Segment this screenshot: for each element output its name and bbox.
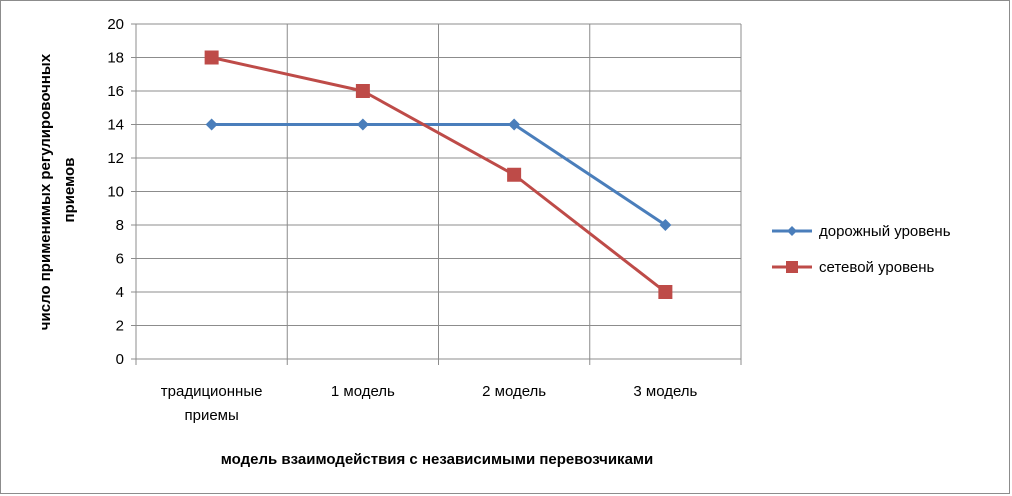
series-line-1 bbox=[211, 56, 667, 294]
y-tick-label-14: 14 bbox=[107, 117, 124, 134]
x-tick-label-1: 1 модель bbox=[331, 383, 395, 400]
legend-label-0: дорожный уровень bbox=[819, 223, 951, 240]
x-tick-label-line: 1 модель bbox=[331, 383, 395, 400]
x-tick-label-3: 3 модель bbox=[633, 383, 697, 400]
series-line-0 bbox=[211, 123, 667, 227]
axes bbox=[131, 23, 742, 365]
y-tick-label-12: 12 bbox=[107, 150, 124, 167]
y-tick-label-16: 16 bbox=[107, 83, 124, 100]
x-tick-label-2: 2 модель bbox=[482, 383, 546, 400]
y-tick-label-18: 18 bbox=[107, 50, 124, 67]
x-tick-label-line: приемы bbox=[184, 407, 238, 424]
y-axis-title-line-1: число применимых регулировочных bbox=[37, 53, 54, 330]
x-axis-title: модель взаимодействия с независимыми пер… bbox=[221, 451, 653, 468]
y-tick-label-2: 2 bbox=[116, 318, 124, 335]
y-tick-label-10: 10 bbox=[107, 184, 124, 201]
legend: дорожный уровень сетевой уровень bbox=[772, 223, 951, 276]
series-1-point-3 bbox=[658, 285, 673, 299]
x-tick-label-0: традиционные приемы bbox=[161, 383, 263, 424]
legend-marker-0 bbox=[787, 226, 797, 236]
y-tick-label-6: 6 bbox=[116, 251, 124, 268]
y-tick-label-20: 20 bbox=[107, 16, 124, 33]
y-axis-title-line-2: приемов bbox=[61, 158, 78, 223]
x-tick-labels: традиционные приемы 1 модель 2 модель 3 моде… bbox=[161, 383, 698, 424]
gridlines bbox=[136, 23, 742, 359]
legend-label-1: сетевой уровень bbox=[819, 259, 935, 276]
x-tick-label-line: традиционные bbox=[161, 383, 263, 400]
y-tick-label-8: 8 bbox=[116, 217, 124, 234]
series-markers bbox=[204, 50, 673, 299]
series-1-point-2 bbox=[507, 167, 522, 182]
series-1-point-1 bbox=[355, 84, 370, 98]
x-tick-label-line: 3 модель bbox=[633, 383, 697, 400]
y-tick-labels: 0 2 4 6 8 10 12 14 16 18 20 bbox=[107, 16, 124, 368]
legend-marker-1 bbox=[786, 261, 798, 273]
series-0-point-3 bbox=[659, 219, 672, 231]
x-tick-label-line: 2 модель bbox=[482, 383, 546, 400]
y-tick-label-0: 0 bbox=[116, 351, 124, 368]
series-0-point-0 bbox=[205, 118, 218, 131]
y-tick-label-4: 4 bbox=[116, 284, 124, 301]
y-axis-title: число применимых регулировочных приемов bbox=[37, 50, 78, 330]
series-lines bbox=[211, 56, 667, 294]
series-0-point-2 bbox=[508, 118, 521, 131]
series-1-point-0 bbox=[204, 50, 219, 65]
series-0-point-1 bbox=[356, 118, 369, 131]
